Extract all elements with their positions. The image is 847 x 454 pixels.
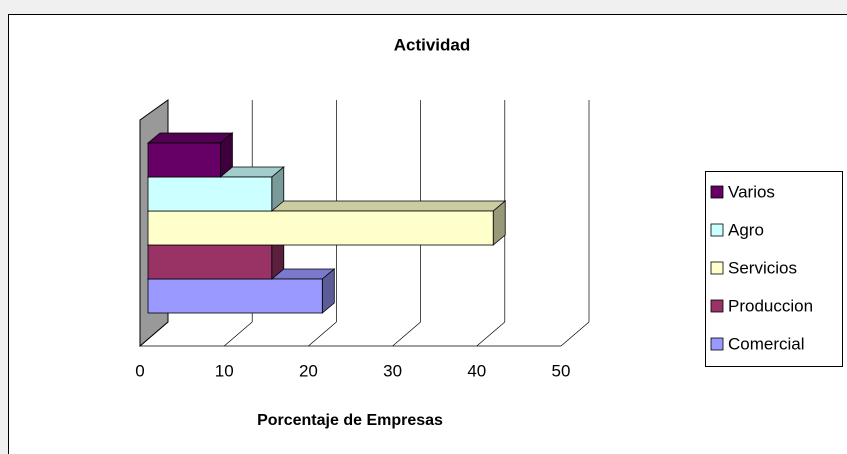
floor-grid-line bbox=[139, 321, 169, 347]
legend-swatch bbox=[710, 299, 724, 313]
legend-label: Varios bbox=[728, 182, 775, 201]
chart-title: Actividad bbox=[394, 35, 471, 54]
legend-swatch bbox=[710, 337, 724, 351]
legend-swatch bbox=[710, 261, 724, 275]
legend-label: Agro bbox=[728, 220, 764, 239]
bar bbox=[147, 210, 494, 246]
x-tick-label: 30 bbox=[383, 361, 402, 380]
x-tick-label: 50 bbox=[552, 361, 571, 380]
floor-grid-line bbox=[560, 321, 590, 347]
floor-grid-line bbox=[223, 321, 253, 347]
floor-grid-line bbox=[392, 321, 421, 347]
x-axis-title: Porcentaje de Empresas bbox=[257, 412, 443, 429]
legend-label: Produccion bbox=[728, 296, 813, 315]
bar bbox=[147, 244, 273, 280]
legend-label: Comercial bbox=[728, 334, 805, 353]
bar bbox=[147, 176, 273, 212]
floor-grid-line bbox=[476, 321, 506, 347]
x-tick-label: 40 bbox=[467, 361, 486, 380]
legend-label: Servicios bbox=[728, 258, 797, 277]
legend-swatch bbox=[710, 223, 724, 237]
x-tick-label: 10 bbox=[215, 361, 234, 380]
floor-grid-line bbox=[308, 321, 337, 347]
legend-swatch bbox=[710, 185, 724, 199]
bar bbox=[147, 142, 221, 178]
bar-top bbox=[146, 132, 234, 144]
bar bbox=[147, 278, 323, 314]
x-tick-label: 20 bbox=[299, 361, 318, 380]
legend bbox=[705, 171, 843, 367]
x-tick-label: 0 bbox=[135, 361, 144, 380]
